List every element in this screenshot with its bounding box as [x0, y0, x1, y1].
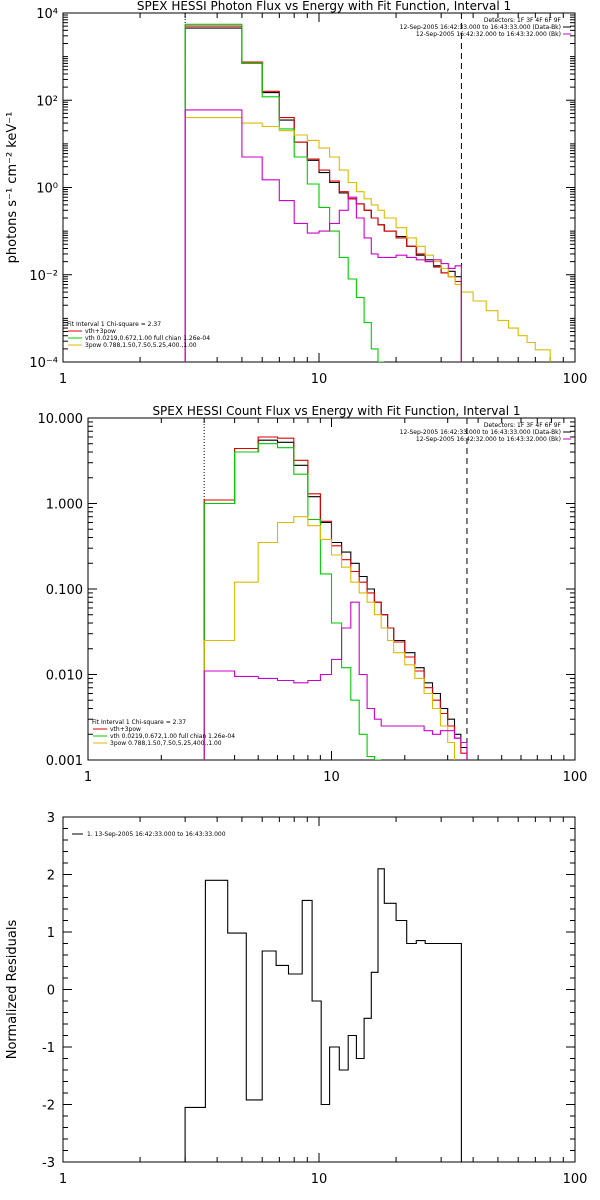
x-tick-label: 10 [311, 372, 328, 387]
x-tick-label: 1 [84, 770, 92, 785]
legend-entry: 3pow 0.788,1.50,7.50,5.25,400.,1.00 [110, 740, 222, 747]
y-tick-label: 0 [47, 984, 55, 999]
x-tick-label: 100 [563, 372, 588, 387]
y-axis-label: Normalized Residuals [5, 920, 20, 1060]
y-tick-label: 10⁴ [36, 7, 58, 22]
y-tick-label: 0.100 [46, 583, 83, 598]
y-tick-label: 2 [47, 869, 55, 884]
panel-2: SPEX HESSI Count Flux vs Energy with Fit… [38, 404, 588, 785]
legend-entry: vth 0.0219,0.672,1.00 full chian 1.26e-0… [85, 335, 210, 342]
legend-entry: vth+3pow [110, 726, 141, 733]
x-tick-label: 100 [563, 770, 588, 785]
legend-entry: Fit Interval 1 Chi-square = 2.37 [67, 321, 161, 328]
legend-entry: vth 0.0219,0.672,1.00 full chian 1.26e-0… [110, 733, 235, 740]
series-line-3 [184, 23, 385, 362]
series-group [184, 868, 462, 1162]
series-line-2 [184, 25, 462, 362]
y-tick-label: 10⁰ [36, 182, 58, 197]
x-tick-label: 100 [563, 1172, 588, 1187]
y-tick-label: 10.000 [38, 412, 84, 427]
legend-entry: Fit Interval 1 Chi-square = 2.37 [92, 719, 186, 726]
series-line-4 [203, 516, 456, 760]
panel-3: 1 10 100 -3 -2 -1 0 1 2 3 Normalized Residuals 1. 1… [5, 811, 587, 1187]
legend-entry: 3pow 0.788,1.50,7.50,5.25,400.,1.00 [85, 342, 197, 349]
series-line-4 [184, 117, 551, 362]
y-tick-label: 1 [47, 926, 55, 941]
header-text: Detectors: 1F 3F 4F 6F 9F [484, 17, 562, 24]
y-tick-label: -2 [42, 1099, 55, 1114]
x-tick-label: 10 [311, 1172, 328, 1187]
x-tick-label: 1 [59, 1172, 67, 1187]
y-tick-label: 3 [47, 811, 55, 826]
series-line-1 [184, 27, 462, 362]
series-line-1 [184, 868, 462, 1162]
chart-title: SPEX HESSI Photon Flux vs Energy with Fi… [137, 0, 511, 13]
y-tick-label: 10⁻⁴ [29, 356, 58, 371]
series-line-5 [184, 109, 462, 362]
chart-title: SPEX HESSI Count Flux vs Energy with Fit… [152, 404, 520, 418]
header-text: 12-Sep-2005 16:42:32.000 to 16:43:32.000… [416, 31, 561, 38]
y-tick-label: 10² [36, 94, 58, 109]
y-tick-label: -3 [42, 1156, 55, 1171]
header-text: 12-Sep-2005 16:42:32.000 to 16:43:32.000… [416, 436, 561, 443]
y-tick-label: 10⁻² [29, 269, 58, 284]
plot-frame [62, 816, 576, 1163]
x-tick-label: 10 [323, 770, 340, 785]
header-text: Detectors: 1F 3F 4F 6F 9F [484, 422, 562, 429]
header-text: 12-Sep-2005 16:42:33.000 to 16:43:33.000… [400, 429, 561, 436]
y-axis-label: photons s⁻¹ cm⁻² keV⁻¹ [5, 112, 20, 264]
y-tick-label: 0.001 [46, 754, 83, 769]
x-tick-label: 1 [59, 372, 67, 387]
series-group [203, 418, 468, 760]
legend-entry: 1. 13-Sep-2005 16:42:33.000 to 16:43:33.… [87, 831, 226, 838]
series-group [184, 13, 551, 362]
y-tick-label: 1.000 [46, 498, 83, 513]
y-tick-label: 0.010 [46, 669, 83, 684]
series-line-3 [203, 443, 382, 760]
panel-1: SPEX HESSI Photon Flux vs Energy with Fi… [5, 0, 587, 387]
legend-entry: vth+3pow [85, 328, 116, 335]
series-line-1 [203, 439, 468, 760]
series-line-2 [203, 436, 468, 760]
header-text: 12-Sep-2005 16:42:33.000 to 16:43:33.000… [400, 24, 561, 31]
y-tick-label: -1 [42, 1041, 55, 1056]
series-line-5 [203, 601, 468, 760]
